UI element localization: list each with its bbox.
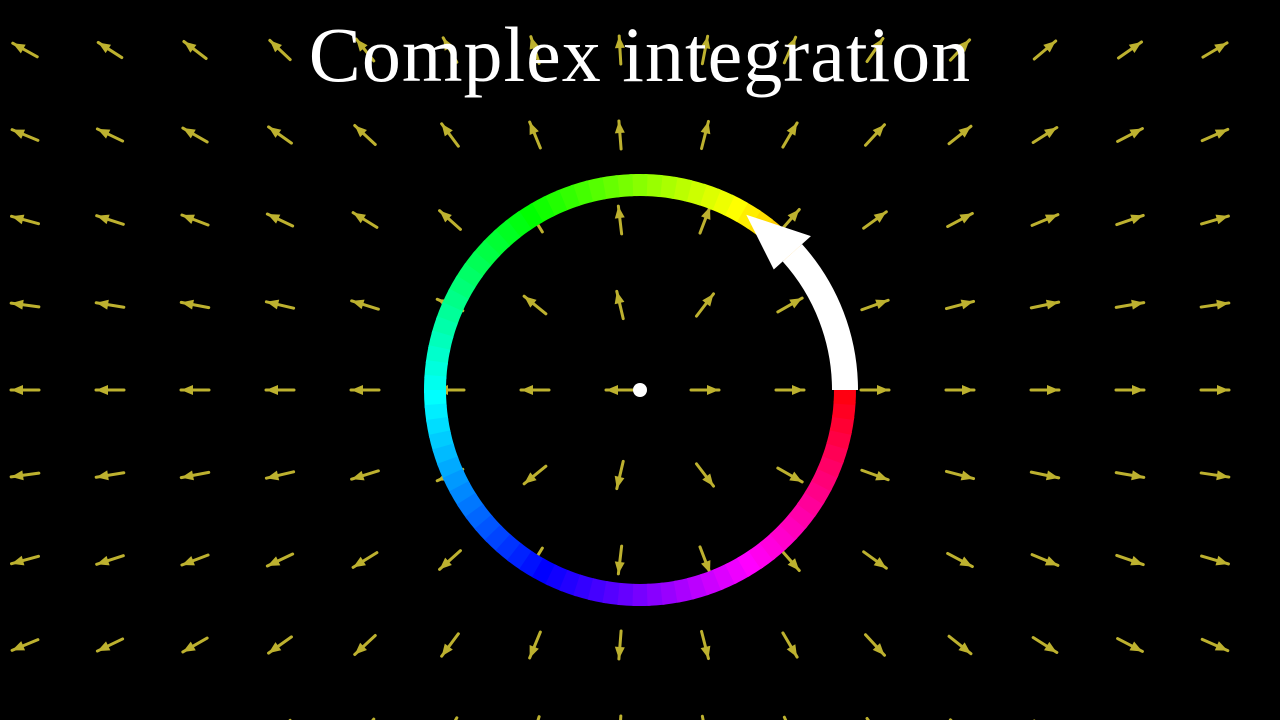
- diagram-container: Complex integration: [0, 0, 1280, 720]
- scene-svg: [0, 0, 1280, 720]
- center-dot: [633, 383, 647, 397]
- title-text: Complex integration: [0, 10, 1280, 100]
- vector-field: [11, 36, 1229, 720]
